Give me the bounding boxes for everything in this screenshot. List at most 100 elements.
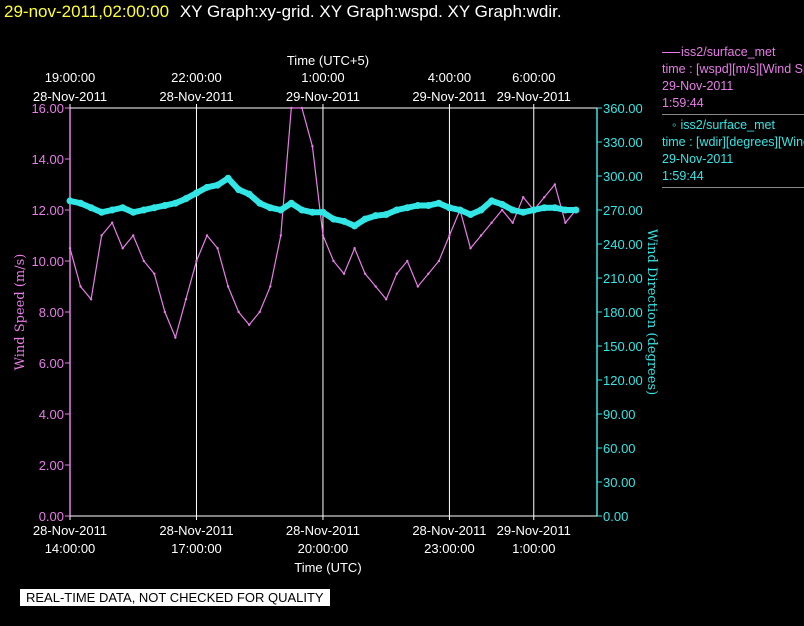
wspd-point-18 (258, 310, 261, 314)
wdir-point-8 (150, 204, 158, 212)
wdir-point-42 (509, 206, 517, 214)
left-tick-label-1: 2.00 (39, 458, 64, 473)
wdir-point-48 (572, 206, 580, 214)
bottom-tick-date-1: 28-Nov-2011 (159, 523, 233, 538)
wspd-point-47 (564, 221, 567, 224)
bottom-axis-title: Time (UTC) (294, 560, 361, 575)
legend-wdir-desc: time : [wdir][degrees][Wind Direction] (662, 135, 804, 149)
wspd-point-35 (437, 259, 441, 263)
bottom-tick-time-2: 20:00:00 (298, 541, 349, 556)
left-tick-label-5: 10.00 (31, 254, 64, 269)
wdir-point-26 (340, 217, 348, 225)
top-tick-time-3: 4:00:00 (428, 70, 471, 85)
wspd-point-19 (269, 285, 272, 288)
wspd-point-24 (321, 234, 325, 237)
wspd-point-25 (332, 259, 335, 263)
top-tick-date-3: 29-Nov-2011 (412, 89, 486, 104)
wspd-point-8 (153, 272, 156, 275)
wdir-point-31 (393, 206, 401, 214)
wdir-point-47 (561, 206, 569, 214)
wdir-point-37 (456, 206, 464, 214)
wdir-point-24 (319, 208, 327, 216)
wspd-point-0 (68, 247, 72, 250)
top-tick-date-1: 28-Nov-2011 (159, 89, 233, 104)
bottom-tick-date-3: 28-Nov-2011 (412, 523, 486, 538)
bottom-tick-time-4: 1:00:00 (512, 541, 555, 556)
wspd-point-20 (279, 234, 282, 237)
top-tick-time-4: 6:00:00 (512, 70, 555, 85)
wdir-point-39 (477, 206, 485, 214)
right-tick-label-8: 240.00 (603, 237, 643, 252)
wspd-point-40 (490, 221, 493, 224)
left-tick-label-2: 4.00 (39, 407, 64, 422)
left-tick-label-0: 0.00 (39, 509, 64, 524)
bottom-tick-time-0: 14:00:00 (45, 541, 96, 556)
wdir-point-17 (245, 190, 253, 198)
top-tick-date-2: 29-Nov-2011 (286, 89, 360, 104)
wspd-point-32 (406, 259, 409, 263)
wdir-point-5 (119, 204, 127, 212)
wspd-point-42 (511, 221, 514, 224)
left-tick-label-6: 12.00 (31, 203, 64, 218)
wdir-point-6 (129, 208, 137, 216)
left-tick-label-4: 8.00 (39, 305, 64, 320)
wdir-point-13 (203, 183, 211, 191)
right-tick-label-9: 270.00 (603, 203, 643, 218)
wdir-point-46 (551, 204, 559, 212)
wspd-point-30 (385, 298, 388, 301)
wdir-point-2 (87, 204, 95, 212)
wdir-point-19 (266, 204, 274, 212)
bottom-tick-time-3: 23:00:00 (424, 541, 475, 556)
top-tick-date-4: 29-Nov-2011 (497, 89, 571, 104)
wdir-point-35 (435, 199, 443, 207)
right-tick-label-1: 30.00 (603, 475, 636, 490)
wspd-point-46 (553, 183, 557, 186)
right-tick-label-7: 210.00 (603, 271, 643, 286)
wdir-point-34 (424, 201, 432, 209)
wdir-point-32 (403, 204, 411, 212)
wdir-point-9 (161, 201, 169, 209)
wdir-point-22 (298, 206, 306, 214)
wdir-point-15 (224, 174, 232, 182)
wdir-point-14 (214, 181, 222, 189)
right-tick-label-10: 300.00 (603, 169, 643, 184)
right-tick-label-3: 90.00 (603, 407, 636, 422)
left-tick-label-8: 16.00 (31, 101, 64, 116)
wdir-point-23 (308, 208, 316, 216)
wspd-point-29 (374, 285, 377, 288)
wdir-point-45 (540, 204, 548, 212)
wdir-point-30 (382, 211, 390, 219)
wdir-point-4 (108, 206, 116, 214)
left-tick-label-3: 6.00 (39, 356, 64, 371)
top-tick-time-1: 22:00:00 (171, 70, 222, 85)
wspd-point-31 (395, 272, 398, 275)
wspd-point-45 (543, 196, 546, 199)
header-timestamp: 29-nov-2011,02:00:00 (4, 2, 170, 21)
wdir-point-0 (66, 197, 74, 205)
wspd-point-1 (79, 285, 82, 288)
wspd-point-23 (311, 145, 314, 148)
wdir-point-16 (235, 186, 243, 194)
legend-entry-wspd: iss2/surface_met time : [wspd][m/s][Wind… (662, 44, 804, 115)
right-tick-label-6: 180.00 (603, 305, 643, 320)
bottom-tick-time-1: 17:00:00 (171, 541, 222, 556)
wdir-point-18 (256, 199, 264, 207)
right-tick-label-0: 0.00 (603, 509, 628, 524)
bottom-tick-date-2: 28-Nov-2011 (286, 523, 360, 538)
wspd-point-4 (110, 221, 114, 224)
legend-wspd-name: iss2/surface_met (662, 44, 804, 61)
header: 29-nov-2011,02:00:00 XY Graph:xy-grid. X… (4, 2, 562, 22)
wspd-point-5 (121, 247, 124, 250)
bottom-tick-date-0: 28-Nov-2011 (33, 523, 107, 538)
wspd-point-11 (184, 298, 188, 301)
wspd-point-6 (132, 234, 135, 237)
wspd-point-9 (163, 310, 167, 314)
wspd-point-21 (290, 106, 293, 110)
wdir-point-38 (467, 211, 475, 219)
wdir-point-25 (330, 215, 337, 223)
wspd-point-12 (195, 259, 198, 263)
left-tick-label-7: 14.00 (31, 152, 64, 167)
left-axis-title: Wind Speed (m/s) (13, 254, 28, 371)
wdir-point-7 (140, 206, 148, 214)
top-tick-date-0: 28-Nov-2011 (33, 89, 107, 104)
